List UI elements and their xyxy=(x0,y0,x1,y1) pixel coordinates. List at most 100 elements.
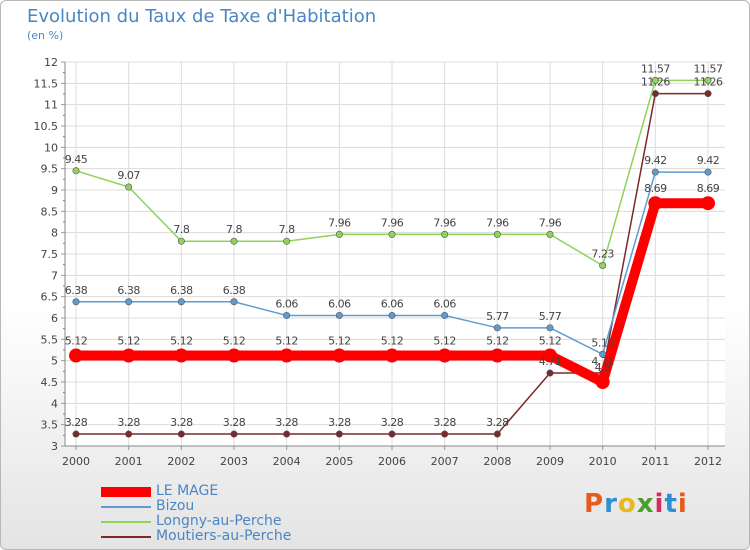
y-tick-label: 10 xyxy=(44,141,58,154)
data-point xyxy=(704,90,712,98)
data-point xyxy=(332,348,347,363)
data-label: 6.06 xyxy=(433,297,456,310)
legend-label: Moutiers-au-Perche xyxy=(156,528,292,544)
y-tick-label: 11 xyxy=(44,99,58,112)
data-label: 3.28 xyxy=(223,416,246,429)
data-label: 6.38 xyxy=(223,284,246,297)
data-label: 7.8 xyxy=(173,223,189,236)
data-label: 9.42 xyxy=(644,154,667,167)
data-point xyxy=(177,430,185,438)
data-point xyxy=(230,298,238,306)
data-point xyxy=(704,76,712,84)
data-label: 6.06 xyxy=(328,297,351,310)
legend-label: Bizou xyxy=(156,498,195,514)
data-label: 11.57 xyxy=(641,62,670,75)
data-label: 5.12 xyxy=(433,335,456,348)
data-point xyxy=(335,430,343,438)
data-point xyxy=(595,375,610,389)
data-label: 5.12 xyxy=(328,335,351,348)
data-label: 3.28 xyxy=(433,416,456,429)
legend: LE MAGE Bizou Longny-au-Perche Moutiers-au-… xyxy=(101,483,361,545)
data-point xyxy=(72,167,80,175)
data-point xyxy=(701,196,715,211)
data-point xyxy=(283,311,291,319)
y-tick-label: 8.5 xyxy=(41,205,59,218)
data-label: 7.8 xyxy=(279,223,295,236)
x-tick-label: 2008 xyxy=(483,455,511,468)
data-point xyxy=(546,369,554,377)
data-label: 6.06 xyxy=(275,297,298,310)
data-point xyxy=(546,230,554,238)
data-label: 6.38 xyxy=(170,284,193,297)
y-tick-label: 9 xyxy=(51,184,58,197)
legend-item: Moutiers-au-Perche xyxy=(101,528,361,545)
data-label: 5.12 xyxy=(275,335,298,348)
data-point xyxy=(72,298,80,306)
data-point xyxy=(385,348,399,363)
data-label: 3.28 xyxy=(117,416,140,429)
data-label: 3.28 xyxy=(486,416,509,429)
data-label: 5.12 xyxy=(65,335,88,348)
data-point xyxy=(704,168,712,176)
data-label: 5.12 xyxy=(381,335,404,348)
legend-item: Bizou xyxy=(101,498,361,515)
data-point xyxy=(125,430,133,438)
proxiti-logo: Proxiti xyxy=(584,489,688,519)
y-tick-label: 5.5 xyxy=(41,333,59,346)
data-point xyxy=(546,324,554,332)
y-tick-label: 7.5 xyxy=(41,248,59,261)
y-tick-label: 3.5 xyxy=(41,419,59,432)
legend-label: LE MAGE xyxy=(156,483,219,499)
data-label: 5.15 xyxy=(591,336,614,349)
data-label: 3.28 xyxy=(170,416,193,429)
data-point xyxy=(651,76,659,84)
data-point xyxy=(441,311,449,319)
data-label: 9.42 xyxy=(697,154,720,167)
data-label: 7.23 xyxy=(591,248,614,261)
data-label: 5.77 xyxy=(539,310,562,323)
data-label: 3.28 xyxy=(328,416,351,429)
x-tick-label: 2012 xyxy=(694,455,722,468)
data-label: 7.96 xyxy=(328,216,351,229)
x-tick-label: 2009 xyxy=(536,455,564,468)
x-tick-label: 2001 xyxy=(115,455,143,468)
data-point xyxy=(441,430,449,438)
data-label: 3.28 xyxy=(65,416,88,429)
x-tick-label: 2007 xyxy=(431,455,459,468)
x-tick-label: 2002 xyxy=(167,455,195,468)
data-label: 7.96 xyxy=(486,216,509,229)
data-label: 4.71 xyxy=(539,355,562,368)
data-point xyxy=(599,262,607,270)
data-point xyxy=(648,196,663,211)
data-label: 5.12 xyxy=(486,335,509,348)
data-point xyxy=(230,430,238,438)
data-point xyxy=(388,311,396,319)
data-label: 3.28 xyxy=(275,416,298,429)
data-point xyxy=(283,430,291,438)
data-label: 7.8 xyxy=(226,223,242,236)
data-point xyxy=(441,230,449,238)
data-point xyxy=(437,348,452,363)
y-tick-label: 12 xyxy=(44,56,58,69)
data-label: 4.71 xyxy=(591,355,614,368)
data-point xyxy=(69,348,83,363)
y-tick-label: 9.5 xyxy=(41,163,59,176)
legend-swatch xyxy=(101,521,151,523)
data-label: 5.12 xyxy=(170,335,193,348)
data-point xyxy=(125,183,133,191)
data-label: 6.38 xyxy=(117,284,140,297)
y-tick-label: 8 xyxy=(51,227,58,240)
data-point xyxy=(490,348,505,363)
data-point xyxy=(388,230,396,238)
data-label: 7.96 xyxy=(539,216,562,229)
legend-swatch xyxy=(101,536,151,538)
y-tick-label: 6.5 xyxy=(41,291,59,304)
data-label: 5.77 xyxy=(486,310,509,323)
data-point xyxy=(493,430,501,438)
y-tick-label: 3 xyxy=(51,440,58,453)
y-tick-label: 10.5 xyxy=(34,120,59,133)
data-point xyxy=(651,168,659,176)
data-label: 11.57 xyxy=(694,62,723,75)
